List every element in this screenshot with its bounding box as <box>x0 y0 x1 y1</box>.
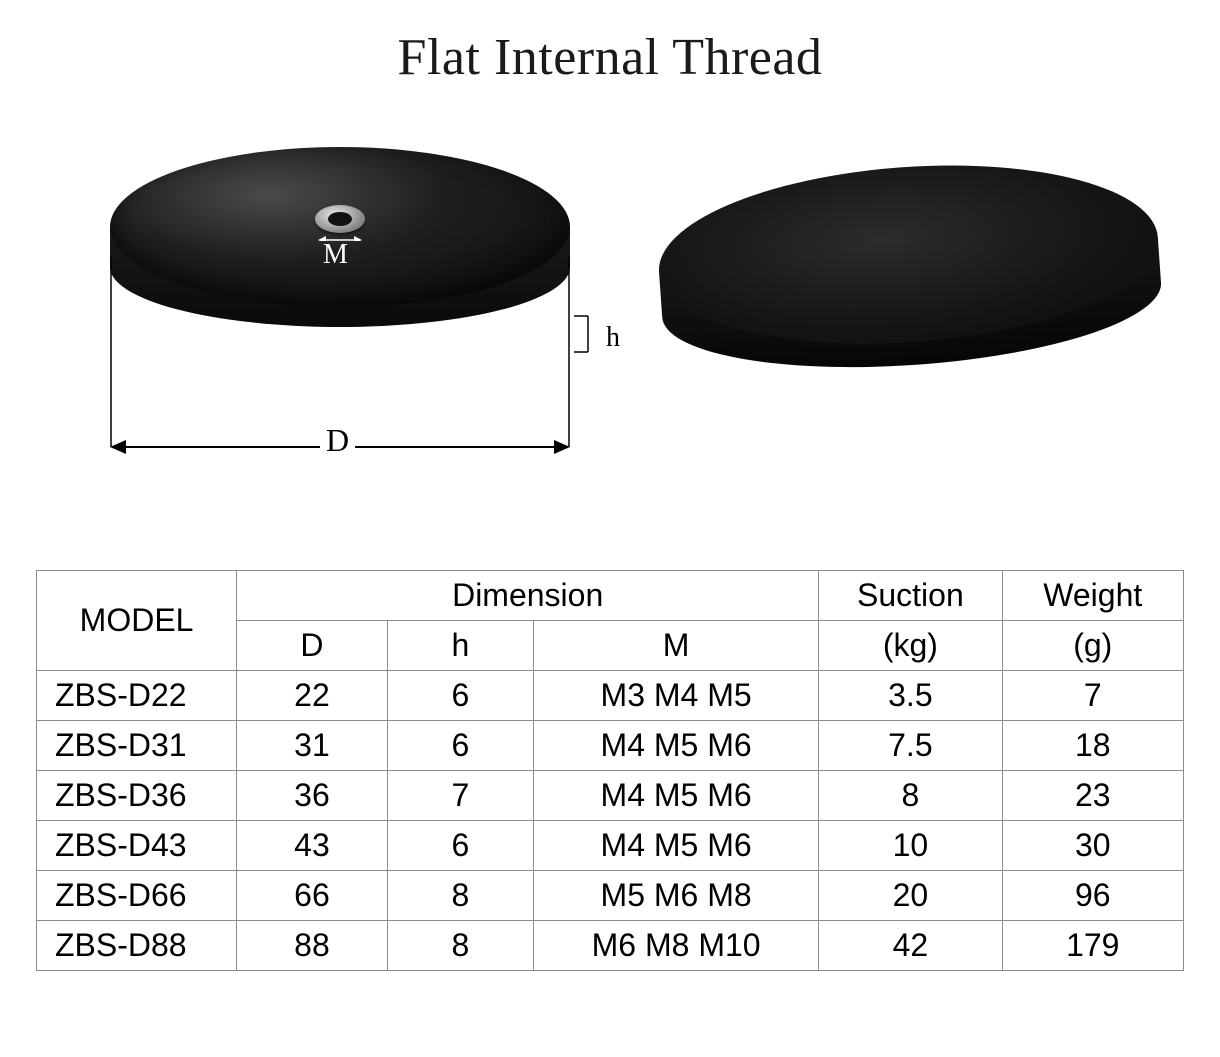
table-header-row-1: MODEL Dimension Suction Weight <box>37 571 1184 621</box>
cell-h: 7 <box>387 771 533 821</box>
dim-d-label: D <box>320 422 355 459</box>
cell-m: M4 M5 M6 <box>534 721 819 771</box>
table-row: ZBS-D66 66 8 M5 M6 M8 20 96 <box>37 871 1184 921</box>
cell-m: M3 M4 M5 <box>534 671 819 721</box>
table-row: ZBS-D88 88 8 M6 M8 M10 42 179 <box>37 921 1184 971</box>
page: Flat Internal Thread M <box>0 0 1220 1057</box>
cell-d: 43 <box>237 821 388 871</box>
col-suction-unit: (kg) <box>819 621 1002 671</box>
cell-weight: 30 <box>1002 821 1183 871</box>
cell-suction: 8 <box>819 771 1002 821</box>
table-row: ZBS-D31 31 6 M4 M5 M6 7.5 18 <box>37 721 1184 771</box>
page-title: Flat Internal Thread <box>0 0 1220 87</box>
cell-suction: 10 <box>819 821 1002 871</box>
table-body: ZBS-D22 22 6 M3 M4 M5 3.5 7 ZBS-D31 31 6… <box>37 671 1184 971</box>
col-suction-header: Suction <box>819 571 1002 621</box>
col-dimension-group-header: Dimension <box>237 571 819 621</box>
table-row: ZBS-D43 43 6 M4 M5 M6 10 30 <box>37 821 1184 871</box>
diagram-top-view: M h D <box>50 117 610 497</box>
cell-h: 6 <box>387 721 533 771</box>
cell-weight: 96 <box>1002 871 1183 921</box>
cell-model: ZBS-D31 <box>37 721 237 771</box>
cell-m: M6 M8 M10 <box>534 921 819 971</box>
cell-model: ZBS-D43 <box>37 821 237 871</box>
cell-weight: 7 <box>1002 671 1183 721</box>
cell-weight: 23 <box>1002 771 1183 821</box>
cell-weight: 18 <box>1002 721 1183 771</box>
dim-m-label: M <box>323 239 348 271</box>
cell-suction: 20 <box>819 871 1002 921</box>
dim-d-ext-left <box>110 257 112 447</box>
cell-model: ZBS-D66 <box>37 871 237 921</box>
spec-table: MODEL Dimension Suction Weight D h M (kg… <box>36 570 1184 971</box>
cell-m: M4 M5 M6 <box>534 771 819 821</box>
cell-d: 36 <box>237 771 388 821</box>
dim-d-ext-right <box>568 257 570 447</box>
col-d-header: D <box>237 621 388 671</box>
cell-d: 22 <box>237 671 388 721</box>
cell-h: 6 <box>387 671 533 721</box>
cell-weight: 179 <box>1002 921 1183 971</box>
dim-h-label: h <box>606 322 620 354</box>
col-model-header: MODEL <box>37 571 237 671</box>
table-row: ZBS-D36 36 7 M4 M5 M6 8 23 <box>37 771 1184 821</box>
col-weight-unit: (g) <box>1002 621 1183 671</box>
cell-m: M5 M6 M8 <box>534 871 819 921</box>
table-row: ZBS-D22 22 6 M3 M4 M5 3.5 7 <box>37 671 1184 721</box>
cell-model: ZBS-D88 <box>37 921 237 971</box>
cell-h: 6 <box>387 821 533 871</box>
cell-suction: 7.5 <box>819 721 1002 771</box>
cell-h: 8 <box>387 921 533 971</box>
disc-hub-hole <box>328 212 352 226</box>
diagram-row: M h D <box>0 117 1220 497</box>
diagram-bottom-view <box>650 117 1170 477</box>
col-weight-header: Weight <box>1002 571 1183 621</box>
col-h-header: h <box>387 621 533 671</box>
cell-d: 31 <box>237 721 388 771</box>
disc-with-hub: M <box>110 147 570 347</box>
col-m-header: M <box>534 621 819 671</box>
cell-h: 8 <box>387 871 533 921</box>
cell-model: ZBS-D36 <box>37 771 237 821</box>
cell-suction: 3.5 <box>819 671 1002 721</box>
cell-model: ZBS-D22 <box>37 671 237 721</box>
cell-m: M4 M5 M6 <box>534 821 819 871</box>
cell-d: 66 <box>237 871 388 921</box>
cell-suction: 42 <box>819 921 1002 971</box>
cell-d: 88 <box>237 921 388 971</box>
disc-bottom <box>653 150 1167 404</box>
